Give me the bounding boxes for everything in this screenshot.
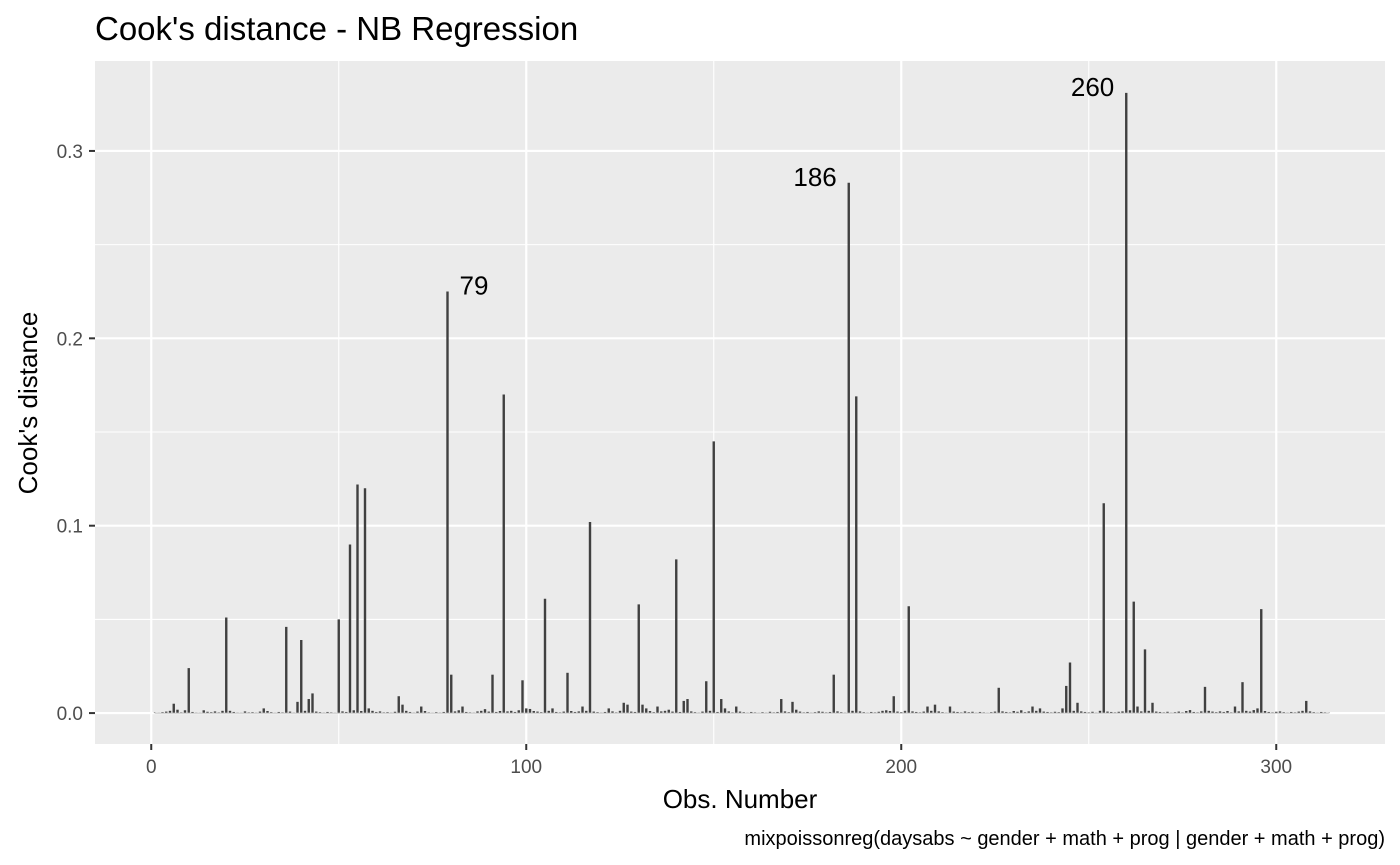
x-tick-label: 300 [1260, 757, 1292, 778]
x-axis-title: Obs. Number [663, 784, 818, 814]
x-tick-label: 100 [510, 757, 542, 778]
y-tick-label: 0.0 [57, 704, 83, 725]
obs-label-260: 260 [1071, 72, 1114, 102]
x-axis: 0 100 200 300 [146, 744, 1292, 778]
x-tick-label: 0 [146, 757, 157, 778]
y-tick-label: 0.1 [57, 517, 83, 538]
y-tick-label: 0.2 [57, 329, 83, 350]
plot-panel [95, 61, 1385, 744]
y-axis-title: Cook's distance [13, 312, 43, 495]
x-tick-label: 200 [885, 757, 917, 778]
annotations: 79 186 260 [460, 72, 1115, 301]
obs-label-79: 79 [460, 270, 489, 300]
bars [153, 92, 1330, 714]
obs-label-186: 186 [793, 162, 836, 192]
minor-gridlines [95, 61, 1385, 744]
y-tick-label: 0.3 [57, 142, 83, 163]
chart-caption: mixpoissonreg(daysabs ~ gender + math + … [744, 828, 1385, 850]
chart-title: Cook's distance - NB Regression [95, 10, 578, 47]
y-axis: 0.0 0.1 0.2 0.3 [57, 142, 95, 725]
